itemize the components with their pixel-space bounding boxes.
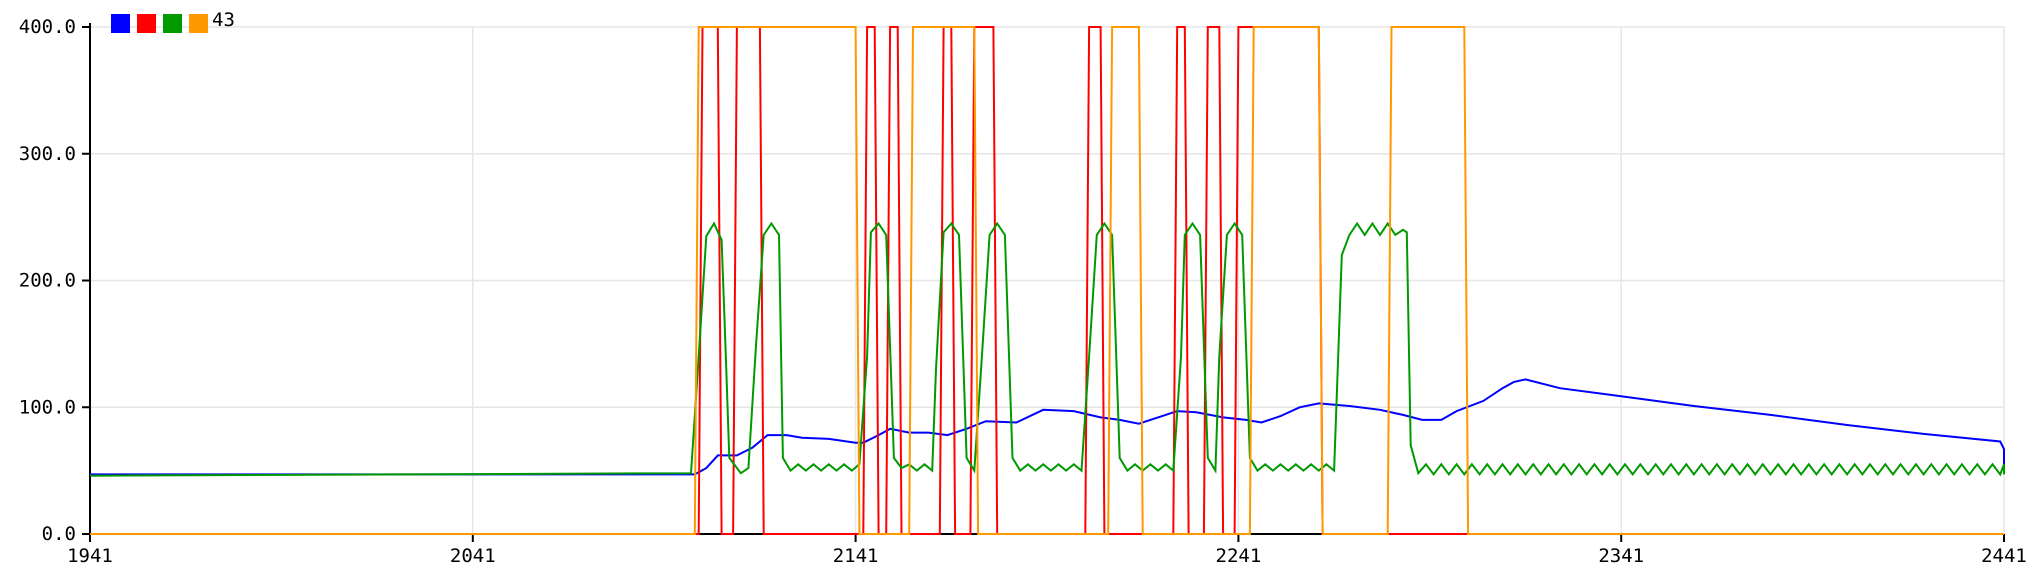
legend-value-label: 43: [212, 9, 235, 31]
x-tick-label: 2441: [1981, 545, 2027, 567]
x-tick-label: 1941: [67, 545, 113, 567]
series-line-3: [89, 221, 2005, 477]
legend-swatch-2: [137, 14, 156, 33]
y-tick-label: 200.0: [19, 270, 76, 292]
x-tick-labels: 1941 2041 2141 2241 2341 2441: [67, 534, 2027, 567]
x-tick-label: 2041: [450, 545, 496, 567]
y-tick-label: 300.0: [19, 143, 76, 165]
series-line-1: [90, 378, 2005, 476]
y-tick-label: 100.0: [19, 396, 76, 418]
series-layer: [89, 26, 2005, 535]
legend-swatch-1: [111, 14, 130, 33]
x-tick-label: 2141: [833, 545, 879, 567]
legend-swatch-4: [189, 14, 208, 33]
y-tick-label: 400.0: [19, 16, 76, 38]
y-tick-label: 0.0: [42, 523, 76, 545]
x-tick-label: 2241: [1216, 545, 1262, 567]
legend-swatch-3: [163, 14, 182, 33]
grid-lines: [90, 26, 2005, 534]
legend: 43: [111, 9, 235, 33]
axes: [89, 23, 2004, 535]
x-tick-label: 2341: [1598, 545, 1644, 567]
series-line-4: [90, 26, 2004, 535]
y-tick-labels: 0.0 100.0 200.0 300.0 400.0: [19, 16, 90, 545]
